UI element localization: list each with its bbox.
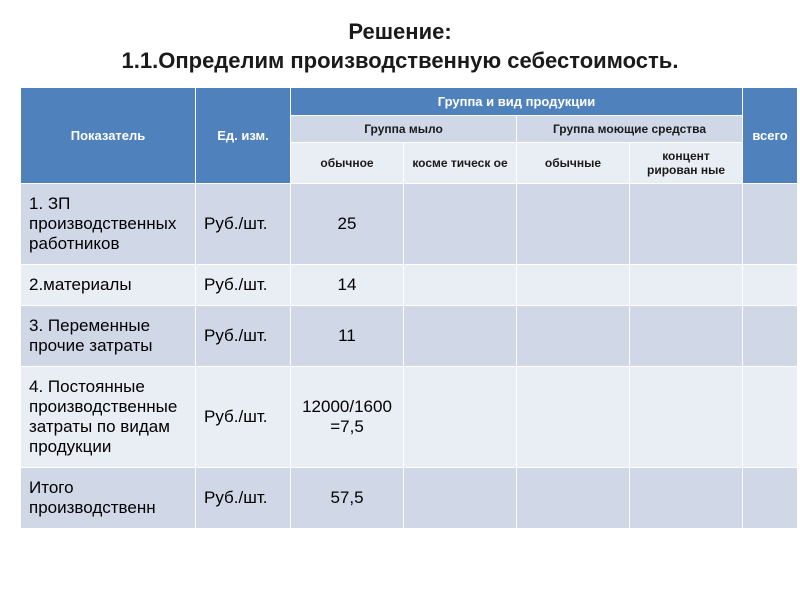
col-header-sub-cosmetic: косме тическ ое [404, 143, 517, 184]
row-val-4 [630, 306, 743, 367]
row-val-2 [404, 184, 517, 265]
row-val-2 [404, 367, 517, 468]
row-val-1: 14 [291, 265, 404, 306]
row-val-4 [630, 265, 743, 306]
row-unit: Руб./шт. [196, 184, 291, 265]
col-header-sub-ordinary2: обычные [517, 143, 630, 184]
row-total [743, 367, 798, 468]
title-line-2: 1.1.Определим производственную себестоим… [122, 48, 679, 73]
row-total [743, 184, 798, 265]
cost-table: Показатель Ед. изм. Группа и вид продукц… [20, 87, 798, 529]
row-val-3 [517, 306, 630, 367]
row-label: 1. ЗП производственных работников [21, 184, 196, 265]
col-header-sub-ordinary: обычное [291, 143, 404, 184]
row-val-4 [630, 468, 743, 529]
row-label: Итого производственн [21, 468, 196, 529]
col-header-group-top: Группа и вид продукции [291, 88, 743, 116]
col-header-total: всего [743, 88, 798, 184]
row-val-1: 12000/1600=7,5 [291, 367, 404, 468]
title-line-1: Решение: [348, 19, 451, 44]
row-label: 4. Постоянные производственные затраты п… [21, 367, 196, 468]
row-label: 2.материалы [21, 265, 196, 306]
row-val-2 [404, 468, 517, 529]
table-row: 1. ЗП производственных работников Руб./ш… [21, 184, 798, 265]
row-val-1: 25 [291, 184, 404, 265]
row-val-2 [404, 265, 517, 306]
row-total [743, 468, 798, 529]
cost-table-wrap: Показатель Ед. изм. Группа и вид продукц… [0, 87, 800, 529]
row-val-3 [517, 265, 630, 306]
table-row: 2.материалы Руб./шт. 14 [21, 265, 798, 306]
col-header-indicator: Показатель [21, 88, 196, 184]
row-total [743, 265, 798, 306]
row-unit: Руб./шт. [196, 367, 291, 468]
page-title: Решение: 1.1.Определим производственную … [0, 0, 800, 87]
row-val-1: 57,5 [291, 468, 404, 529]
row-val-4 [630, 367, 743, 468]
col-header-unit: Ед. изм. [196, 88, 291, 184]
row-val-3 [517, 184, 630, 265]
row-label: 3. Переменные прочие затраты [21, 306, 196, 367]
table-row: 4. Постоянные производственные затраты п… [21, 367, 798, 468]
col-header-group-detergent: Группа моющие средства [517, 116, 743, 143]
col-header-sub-concentrated: концент рирован ные [630, 143, 743, 184]
row-val-3 [517, 468, 630, 529]
table-row: Итого производственн Руб./шт. 57,5 [21, 468, 798, 529]
row-unit: Руб./шт. [196, 468, 291, 529]
col-header-group-soap: Группа мыло [291, 116, 517, 143]
row-val-3 [517, 367, 630, 468]
row-unit: Руб./шт. [196, 265, 291, 306]
row-total [743, 306, 798, 367]
row-unit: Руб./шт. [196, 306, 291, 367]
row-val-2 [404, 306, 517, 367]
row-val-1: 11 [291, 306, 404, 367]
table-row: 3. Переменные прочие затраты Руб./шт. 11 [21, 306, 798, 367]
row-val-4 [630, 184, 743, 265]
